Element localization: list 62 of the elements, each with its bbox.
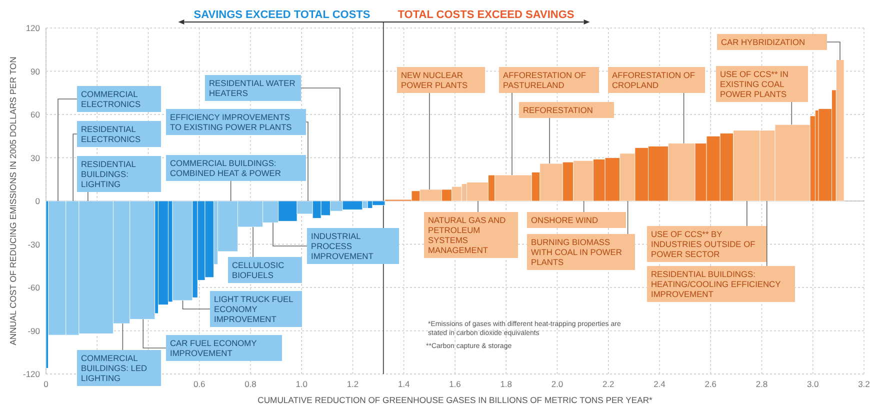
y-tick-label: 60 (30, 110, 40, 120)
annotation: BURNING BIOMASS WITH COAL IN POWER PLANTS (531, 237, 622, 267)
annotation: AFFORESTATION OF CROPLAND (612, 70, 695, 90)
annotation: INDUSTRIAL PROCESS IMPROVEMENT (311, 231, 374, 261)
annotation: CAR HYBRIDIZATION (721, 37, 806, 47)
y-tick-label: 90 (30, 66, 40, 76)
annotation: RESIDENTIAL ELECTRONICS (81, 124, 141, 144)
text: TOTAL COSTS EXCEED SAVINGS (398, 9, 574, 21)
x-tick-label: 2.4 (654, 379, 666, 389)
callout: NATURAL GAS AND PETROLEUM SYSTEMS MANAGEMENT (424, 200, 518, 258)
callout: COMMERCIAL BUILDINGS: COMBINED HEAT & POWER (166, 155, 306, 202)
x-tick-label: 3.2 (858, 379, 870, 389)
annotation: RESIDENTIAL WATER HEATERS (209, 78, 296, 98)
annotation: AFFORESTATION OF PASTURELAND (503, 70, 586, 90)
callout: NEW NUCLEAR POWER PLANTS (397, 67, 485, 190)
callout: CAR HYBRIDIZATION (717, 34, 840, 60)
x-tick-label: 1.4 (398, 379, 410, 389)
annotation: RESIDENTIAL BUILDINGS: LIGHTING (81, 159, 136, 189)
x-tick-label: 0.6 (193, 379, 206, 389)
annotation: LIGHT TRUCK FUEL ECONOMY IMPROVEMENT (214, 294, 294, 324)
y-axis-title: ANNUAL COST OF REDUCING EMISSIONS IN 2005 DOLLARS PER TON (8, 56, 18, 346)
annotation: NATURAL GAS AND PETROLEUM SYSTEMS MANAGEMENT (428, 215, 506, 255)
x-tick-label: 1.6 (449, 379, 462, 389)
x-tick-label: 1.0 (296, 379, 308, 389)
annotation: COMMERCIAL BUILDINGS: COMBINED HEAT & POWER (170, 158, 281, 178)
x-tick-label: 1.8 (500, 379, 512, 389)
y-tick-label: -90 (28, 326, 40, 336)
x-tick-label: 0.8 (244, 379, 257, 389)
x-tick-label: 2.2 (602, 379, 615, 389)
annotation: EFFICIENCY IMPROVEMENTS TO EXISTING POWER PLANTS (170, 112, 292, 132)
x-tick-label: 3.0 (806, 379, 820, 389)
callout: CELLULOSIC BIOFUELS (228, 226, 302, 283)
callout: REFORESTATION (519, 102, 614, 164)
callout: AFFORESTATION OF CROPLAND (608, 67, 705, 144)
callout: COMMERCIAL BUILDINGS: LED LIGHTING (77, 323, 161, 386)
annotation: CAR FUEL ECONOMY IMPROVEMENT (170, 338, 258, 358)
x-tick-label: 0 (44, 379, 49, 389)
y-tick-label: 0 (35, 196, 40, 206)
x-tick-label: 2.0 (551, 379, 564, 389)
x-tick-label: 1.2 (346, 379, 359, 389)
text: SAVINGS EXCEED TOTAL COSTS (194, 9, 370, 21)
callout: ONSHORE WIND (527, 200, 626, 228)
callout: RESIDENTIAL BUILDINGS: LIGHTING (77, 156, 161, 202)
y-tick-label: 120 (26, 23, 40, 33)
y-tick-label: -120 (22, 369, 40, 379)
annotation: USE OF CCS** BY INDUSTRIES OUTSIDE OF POWER SECTOR (651, 229, 756, 259)
x-axis-title: CUMULATIVE REDUCTION OF GREENHOUSE GASES IN BILLIONS OF METRIC TONS PER YEAR* (258, 395, 654, 405)
callout: USE OF CCS** BY INDUSTRIES OUTSIDE OF POWER SECTOR (647, 200, 767, 262)
x-tick-label: 2.8 (756, 379, 768, 389)
annotation: COMMERCIAL BUILDINGS: LED LIGHTING (81, 353, 148, 383)
x-tick-label: 2.6 (704, 379, 717, 389)
callout: LIGHT TRUCK FUEL ECONOMY IMPROVEMENT (182, 291, 302, 327)
callout: USE OF CCS** IN EXISTING COAL POWER PLANTS (716, 66, 808, 125)
annotation: RESIDENTIAL BUILDINGS: HEATING/COOLING EFFICIENCY IMPROVEMENT (651, 269, 782, 299)
annotation: REFORESTATION (523, 105, 593, 115)
y-tick-label: 30 (30, 152, 40, 163)
annotation: COMMERCIAL ELECTRONICS (81, 89, 141, 109)
annotation: NEW NUCLEAR POWER PLANTS (401, 70, 468, 90)
annotation: USE OF CCS** IN EXISTING COAL POWER PLANTS (720, 69, 788, 99)
annotation: ONSHORE WIND (531, 215, 598, 225)
y-tick-label: -60 (28, 282, 40, 292)
y-tick-label: -30 (28, 239, 40, 250)
